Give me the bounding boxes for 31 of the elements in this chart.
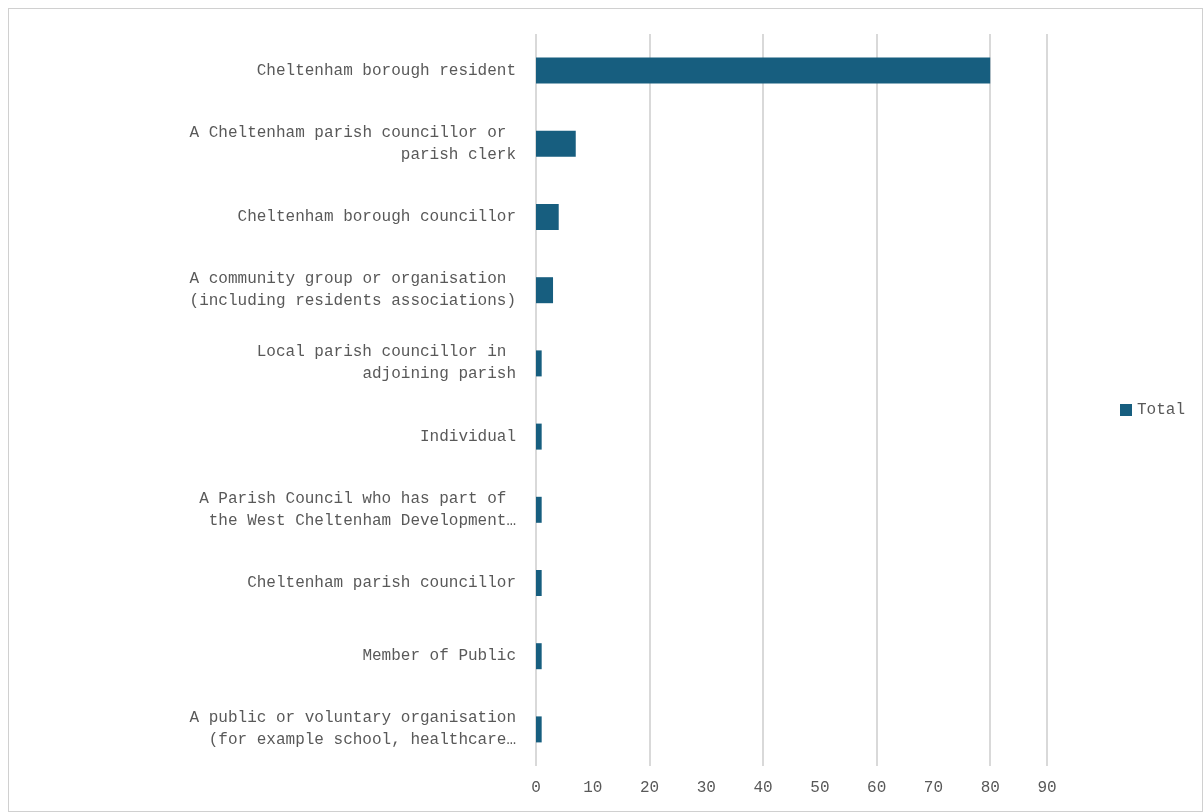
x-tick-label: 70	[923, 779, 944, 797]
x-tick-label: 40	[753, 779, 773, 797]
x-tick-label: 0	[531, 779, 541, 797]
x-tick-label: 30	[696, 779, 716, 797]
y-tick-label: A community group or organisation (including residents associations)	[189, 270, 516, 311]
x-tick-label: 60	[867, 779, 887, 797]
y-tick-label: A Cheltenham parish councillor or parish clerk	[189, 123, 516, 164]
bar	[536, 350, 542, 377]
y-tick-label: Cheltenham parish councillor	[247, 574, 516, 592]
legend-label: Total	[1136, 401, 1186, 419]
bar	[536, 130, 576, 157]
bar	[536, 496, 542, 523]
y-tick-label: Local parish councillor in adjoining parish	[256, 343, 516, 384]
x-tick-label: 90	[1037, 779, 1057, 797]
bar	[536, 57, 991, 84]
bar	[536, 643, 542, 670]
y-tick-label: Member of Public	[362, 647, 516, 666]
bar	[536, 570, 542, 596]
bar	[536, 277, 554, 304]
bar	[536, 423, 542, 450]
bar	[536, 716, 542, 743]
y-tick-label: Cheltenham borough councillor	[237, 208, 516, 226]
y-tick-label: Individual	[419, 427, 516, 446]
y-tick-label: Cheltenham borough resident	[256, 61, 516, 80]
x-tick-label: 20	[639, 779, 660, 797]
x-tick-label: 50	[810, 779, 830, 797]
x-tick-label: 10	[583, 779, 603, 797]
x-tick-label: 80	[980, 779, 1000, 797]
bar	[536, 204, 559, 230]
y-tick-label: A public or voluntary organisation (for example school, healthcare…	[189, 709, 516, 750]
y-tick-label: A Parish Council who has part of the West Cheltenham Development…	[199, 489, 516, 530]
